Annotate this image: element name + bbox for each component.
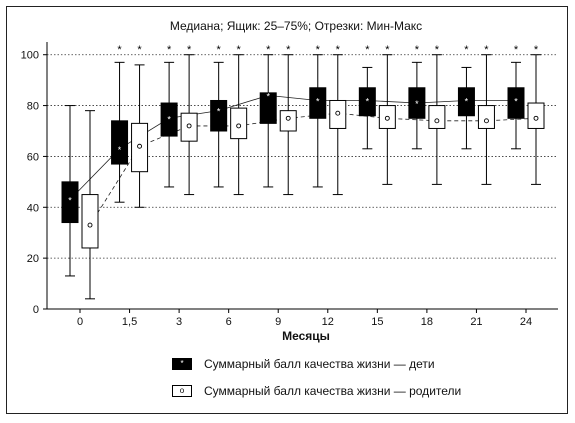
outlier-marker-parents-1: * bbox=[137, 44, 142, 56]
box-children-5 bbox=[309, 87, 327, 119]
box-children-2 bbox=[160, 102, 178, 137]
box-children-0 bbox=[61, 181, 79, 224]
x-tick-label-1: 1,5 bbox=[122, 316, 137, 328]
outlier-marker-parents-7: * bbox=[435, 44, 440, 56]
chart-title: Медиана; Ящик: 25–75%; Отрезки: Мин-Макс bbox=[170, 19, 422, 33]
outlier-marker-children-6: * bbox=[365, 44, 370, 56]
x-tick-label-2: 3 bbox=[176, 316, 182, 328]
median-marker-parents-3 bbox=[236, 123, 242, 129]
y-tick-label-60: 60 bbox=[27, 151, 39, 163]
legend-item-children: * Суммарный балл качества жизни — дети bbox=[172, 357, 435, 371]
chart-frame bbox=[6, 6, 568, 414]
median-marker-children-4: * bbox=[266, 91, 270, 101]
median-marker-parents-1 bbox=[137, 143, 143, 149]
box-children-4 bbox=[259, 92, 277, 124]
median-marker-parents-5 bbox=[335, 110, 341, 116]
outlier-marker-parents-8: * bbox=[484, 44, 489, 56]
x-tick-label-4: 9 bbox=[275, 316, 281, 328]
box-children-8 bbox=[457, 87, 475, 117]
box-parents-9 bbox=[527, 102, 545, 129]
median-marker-children-9: * bbox=[514, 96, 518, 106]
x-tick-label-7: 18 bbox=[421, 316, 433, 328]
outlier-marker-children-3: * bbox=[217, 44, 222, 56]
median-marker-children-2: * bbox=[167, 114, 171, 124]
median-marker-children-5: * bbox=[316, 96, 320, 106]
x-tick-label-0: 0 bbox=[77, 316, 83, 328]
y-tick-label-40: 40 bbox=[27, 202, 39, 214]
outlier-marker-parents-5: * bbox=[336, 44, 341, 56]
outlier-marker-parents-4: * bbox=[286, 44, 291, 56]
x-tick-label-6: 15 bbox=[371, 316, 383, 328]
outlier-marker-children-9: * bbox=[514, 44, 519, 56]
outlier-marker-children-5: * bbox=[316, 44, 321, 56]
median-marker-parents-0 bbox=[87, 222, 93, 228]
outlier-marker-children-8: * bbox=[464, 44, 469, 56]
box-children-3 bbox=[210, 99, 228, 132]
outlier-marker-children-1: * bbox=[117, 44, 122, 56]
x-tick-label-5: 12 bbox=[322, 316, 334, 328]
box-parents-4 bbox=[279, 110, 297, 132]
box-parents-0 bbox=[81, 194, 99, 249]
outlier-marker-parents-9: * bbox=[534, 44, 539, 56]
median-marker-parents-7 bbox=[434, 118, 440, 124]
median-marker-parents-2 bbox=[186, 123, 192, 129]
median-marker-children-3: * bbox=[217, 107, 221, 117]
box-children-1 bbox=[111, 120, 129, 165]
median-marker-children-1: * bbox=[118, 145, 122, 155]
y-tick-label-80: 80 bbox=[27, 101, 39, 113]
box-children-6 bbox=[358, 87, 376, 117]
x-tick-label-9: 24 bbox=[520, 316, 532, 328]
x-tick-label-8: 21 bbox=[470, 316, 482, 328]
legend-label-children: Суммарный балл качества жизни — дети bbox=[204, 357, 435, 371]
outlier-marker-parents-2: * bbox=[187, 44, 192, 56]
box-children-7 bbox=[408, 87, 426, 119]
box-children-9 bbox=[507, 87, 525, 119]
legend-item-parents: o Суммарный балл качества жизни — родите… bbox=[172, 384, 461, 398]
outlier-marker-parents-3: * bbox=[237, 44, 242, 56]
box-parents-7 bbox=[428, 105, 446, 129]
median-marker-children-8: * bbox=[465, 96, 469, 106]
median-marker-children-6: * bbox=[366, 96, 370, 106]
legend-swatch-children: * bbox=[172, 358, 192, 370]
y-tick-label-100: 100 bbox=[21, 50, 39, 62]
outlier-marker-parents-6: * bbox=[385, 44, 390, 56]
outlier-marker-children-2: * bbox=[167, 44, 172, 56]
median-marker-parents-4 bbox=[285, 115, 291, 121]
outlier-marker-children-7: * bbox=[415, 44, 420, 56]
x-tick-label-3: 6 bbox=[226, 316, 232, 328]
legend-swatch-parents: o bbox=[172, 385, 192, 397]
y-tick-label-0: 0 bbox=[33, 304, 39, 316]
plot-area: 0 20 40 60 80 100 0 1,5 3 6 9 12 15 18 21 24 * * * * * * * * * * *… bbox=[21, 42, 558, 328]
median-marker-children-0: * bbox=[68, 196, 72, 206]
median-marker-parents-9 bbox=[533, 115, 539, 121]
median-marker-children-7: * bbox=[415, 99, 419, 109]
median-line-parents bbox=[89, 112, 537, 226]
median-marker-parents-8 bbox=[483, 118, 489, 124]
legend-label-parents: Суммарный балл качества жизни — родители bbox=[204, 384, 462, 398]
x-axis-label: Месяцы bbox=[282, 329, 330, 343]
box-parents-3 bbox=[230, 107, 248, 140]
median-marker-parents-6 bbox=[384, 115, 390, 121]
y-tick-label-20: 20 bbox=[27, 253, 39, 265]
outlier-marker-children-4: * bbox=[266, 44, 271, 56]
box-parents-8 bbox=[477, 105, 495, 129]
